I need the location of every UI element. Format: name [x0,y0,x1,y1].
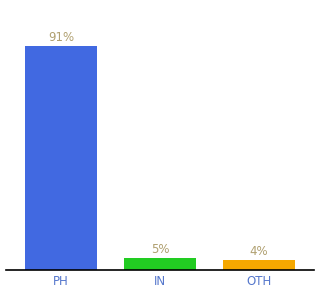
Bar [223,260,295,270]
Text: 4%: 4% [250,245,268,258]
Bar [25,46,97,270]
Text: 5%: 5% [151,243,169,256]
Text: 91%: 91% [48,31,74,44]
Bar [124,258,196,270]
